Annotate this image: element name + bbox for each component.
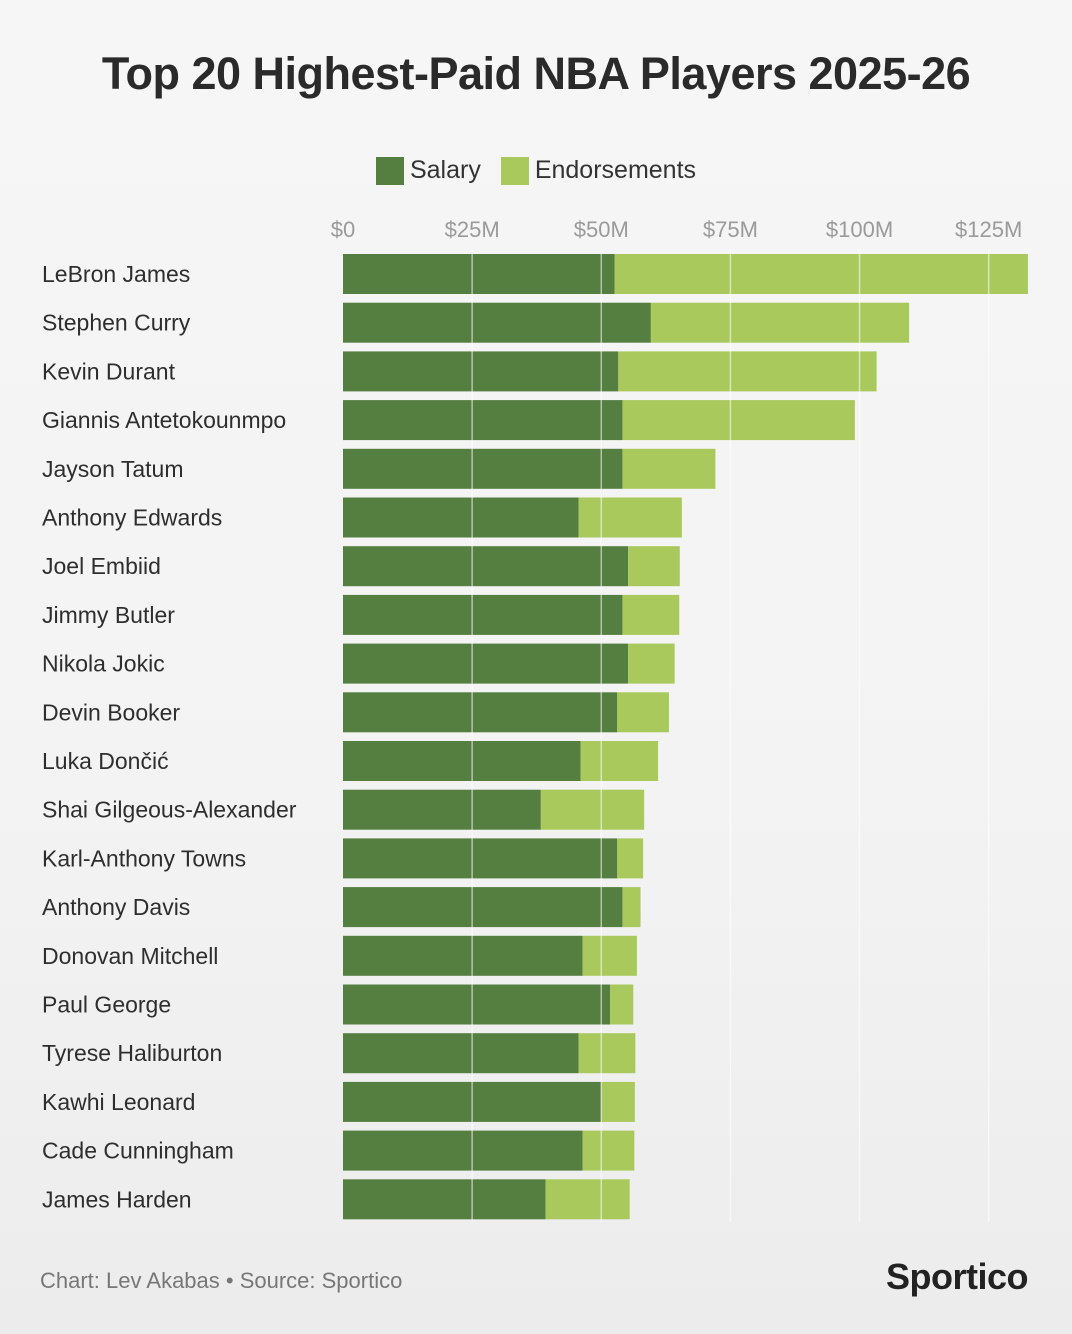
x-tick-label: $100M <box>826 217 893 242</box>
category-label: Kawhi Leonard <box>42 1089 195 1115</box>
bar-endorsements <box>650 302 910 343</box>
bar-salary <box>343 1033 579 1074</box>
category-label: Luka Dončić <box>42 748 169 774</box>
category-label: Jayson Tatum <box>42 456 183 482</box>
bar-endorsements <box>610 984 634 1025</box>
bar-salary <box>343 935 583 976</box>
category-label: Nikola Jokic <box>42 651 165 677</box>
x-tick-labels-group: $0 $25M $50M $75M $100M $125M <box>331 217 1023 242</box>
bar-endorsements <box>622 594 680 635</box>
category-label: Joel Embiid <box>42 553 161 579</box>
bars-group <box>343 254 1028 1220</box>
bar-salary <box>343 400 623 441</box>
category-label: Shai Gilgeous-Alexander <box>42 797 297 823</box>
bar-salary <box>343 351 619 392</box>
category-label: Donovan Mitchell <box>42 943 218 969</box>
bar-endorsements <box>614 254 1028 294</box>
bar-endorsements <box>540 789 645 830</box>
category-labels-group: LeBron James Stephen Curry Kevin Durant Gia… <box>42 261 297 1212</box>
category-label: Anthony Davis <box>42 894 190 920</box>
legend-swatch-endorsements <box>500 156 529 185</box>
bar-endorsements <box>578 497 682 538</box>
legend-swatch-salary <box>375 156 404 185</box>
bar-salary <box>343 1179 546 1220</box>
category-label: LeBron James <box>42 261 190 287</box>
bar-salary <box>343 984 611 1025</box>
category-label: Kevin Durant <box>42 358 176 384</box>
bar-endorsements <box>582 935 637 976</box>
source-credit: Chart: Lev Akabas • Source: Sportico <box>40 1268 403 1293</box>
category-label: Giannis Antetokounmpo <box>42 407 286 433</box>
bar-salary <box>343 887 623 928</box>
bar-endorsements <box>601 1081 635 1122</box>
category-label: Karl-Anthony Towns <box>42 845 246 871</box>
bar-endorsements <box>618 351 877 392</box>
bar-salary <box>343 302 651 343</box>
category-label: James Harden <box>42 1186 192 1212</box>
bar-salary <box>343 643 629 684</box>
bar-endorsements <box>617 692 669 733</box>
bar-endorsements <box>545 1179 630 1220</box>
bar-salary <box>343 254 615 294</box>
bar-salary <box>343 448 623 489</box>
bar-salary <box>343 546 629 587</box>
bar-endorsements <box>580 741 659 781</box>
legend: Salary Endorsements <box>0 156 1072 185</box>
x-tick-label: $125M <box>955 217 1022 242</box>
bar-salary <box>343 741 581 781</box>
legend-label-salary: Salary <box>409 156 481 184</box>
legend-item-endorsements: Endorsements <box>500 156 697 185</box>
bar-salary <box>343 692 618 733</box>
bar-endorsements <box>622 448 716 489</box>
bar-endorsements <box>578 1033 636 1074</box>
legend-label-endorsements: Endorsements <box>534 156 697 184</box>
category-label: Tyrese Haliburton <box>42 1040 222 1066</box>
bar-salary <box>343 838 618 879</box>
bar-endorsements <box>582 1130 635 1171</box>
bar-salary <box>343 594 623 635</box>
category-label: Jimmy Butler <box>42 602 175 628</box>
bar-salary <box>343 789 541 830</box>
category-label: Devin Booker <box>42 699 180 725</box>
x-tick-label: $0 <box>331 217 355 242</box>
bar-salary <box>343 1130 583 1171</box>
bar-endorsements <box>622 400 855 441</box>
category-label: Anthony Edwards <box>42 505 222 531</box>
category-label: Paul George <box>42 992 171 1018</box>
bar-endorsements <box>622 887 641 928</box>
category-label: Cade Cunningham <box>42 1138 234 1164</box>
x-tick-label: $50M <box>574 217 629 242</box>
brand-logo: Sportico <box>885 1256 1029 1297</box>
x-tick-label: $75M <box>703 217 758 242</box>
bar-endorsements <box>628 546 680 587</box>
gridlines-group <box>471 250 990 1222</box>
category-label: Stephen Curry <box>42 310 191 336</box>
chart-title: Top 20 Highest-Paid NBA Players 2025-26 <box>101 48 971 99</box>
bar-salary <box>343 497 579 538</box>
bar-endorsements <box>617 838 644 879</box>
bar-endorsements <box>628 643 675 684</box>
legend-item-salary: Salary <box>375 156 481 185</box>
x-tick-label: $25M <box>445 217 500 242</box>
